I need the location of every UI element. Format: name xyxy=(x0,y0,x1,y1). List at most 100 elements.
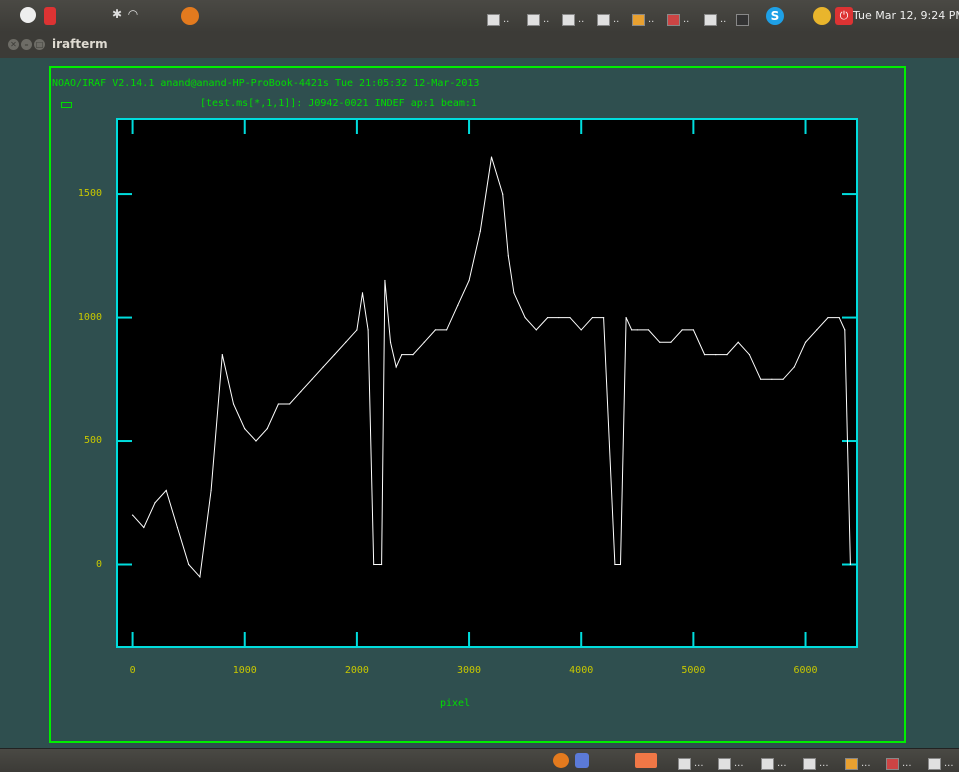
indicator-icon[interactable] xyxy=(44,7,56,25)
task-window-1[interactable]: ... xyxy=(718,753,744,770)
task-active[interactable] xyxy=(635,753,657,768)
spectrum-point xyxy=(373,563,375,566)
spectrum-point xyxy=(412,354,414,356)
spectrum-point xyxy=(380,563,383,566)
viewer-icon xyxy=(928,757,941,770)
window-icon xyxy=(527,13,540,26)
spectrum-point xyxy=(816,329,818,331)
power-icon[interactable]: ⏻ xyxy=(835,7,853,25)
spectrum-point xyxy=(535,329,537,331)
spectrum-point xyxy=(423,341,425,343)
spectrum-point xyxy=(401,354,403,356)
tray-terminal-2[interactable] xyxy=(736,9,749,26)
tray-terminal-1[interactable]: .. xyxy=(487,9,509,26)
minimize-button[interactable]: – xyxy=(21,39,32,50)
task-app[interactable] xyxy=(575,753,589,768)
spectrum-point xyxy=(737,341,739,343)
spectrum-point xyxy=(513,292,515,294)
x-tick-label: 2000 xyxy=(344,665,369,676)
spectrum-point xyxy=(457,304,459,306)
spectrum-point xyxy=(479,230,481,232)
spectrum-point xyxy=(726,354,728,356)
x-tick-label: 6000 xyxy=(793,665,818,676)
spectrum-point xyxy=(760,378,762,380)
spectrum-point xyxy=(782,378,784,380)
window-icon xyxy=(562,13,575,26)
spectrum-point xyxy=(659,341,661,343)
spectrum-point xyxy=(703,354,706,356)
spectrum-point xyxy=(131,514,134,516)
spectrum-point xyxy=(793,366,795,368)
window-icon xyxy=(803,757,816,770)
spectrum-point xyxy=(603,316,605,319)
bluetooth-icon[interactable]: ✱ xyxy=(111,7,123,21)
plot-area[interactable] xyxy=(116,118,858,648)
spectrum-point xyxy=(311,378,313,380)
task-files[interactable]: ... xyxy=(845,753,871,770)
spectrum-line-0 xyxy=(132,156,851,579)
task-terminal[interactable]: ... xyxy=(678,753,704,770)
tray-files[interactable]: .. xyxy=(632,9,654,26)
skype-icon[interactable]: S xyxy=(766,7,784,25)
spectrum-point xyxy=(804,341,807,343)
spectrum-point xyxy=(345,341,347,343)
viewer-icon xyxy=(704,13,717,26)
spectrum-point xyxy=(748,354,751,356)
spectrum-point xyxy=(395,366,397,368)
spectrum-point xyxy=(289,403,291,405)
plot-title: [test.ms[*,1,1]]: J0942-0021 INDEF ap:1 … xyxy=(200,98,477,109)
x-axis-label: pixel xyxy=(440,698,471,709)
spectrum-plot xyxy=(118,120,856,646)
close-button[interactable]: ✕ xyxy=(8,39,19,50)
firefox-icon[interactable] xyxy=(181,7,199,25)
chrome-icon[interactable] xyxy=(813,7,831,25)
window-icon xyxy=(718,757,731,770)
tray-viewer[interactable]: .. xyxy=(704,9,726,26)
tray-window-3[interactable]: .. xyxy=(597,9,619,26)
tray-window-1[interactable]: .. xyxy=(527,9,549,26)
spectrum-point xyxy=(844,329,846,331)
spectrum-point xyxy=(277,403,279,405)
spectrum-point xyxy=(384,279,386,282)
y-tick-label: 0 xyxy=(95,558,102,570)
spectrum-point xyxy=(468,279,470,282)
spectrum-point xyxy=(580,329,582,331)
iraf-header-line: NOAO/IRAF V2.14.1 anand@anand-HP-ProBook… xyxy=(52,78,480,89)
spectrum-point xyxy=(507,255,509,257)
spectrum-point xyxy=(715,354,717,356)
tray-app[interactable]: .. xyxy=(667,9,689,26)
task-viewer[interactable]: ... xyxy=(928,753,954,770)
spectrum-point xyxy=(176,526,179,529)
clock[interactable]: Tue Mar 12, 9:24 PM xyxy=(853,9,959,22)
task-firefox[interactable] xyxy=(553,753,569,768)
folder-icon xyxy=(845,757,858,770)
wifi-icon[interactable]: ◠ xyxy=(127,7,139,21)
spectrum-point xyxy=(591,316,594,319)
maximize-button[interactable]: □ xyxy=(34,39,45,50)
tray-window-2[interactable]: .. xyxy=(562,9,584,26)
spectrum-point xyxy=(569,316,571,319)
y-tick-label: 1000 xyxy=(77,311,102,323)
y-tick-label: 1500 xyxy=(77,188,102,200)
x-tick-label: 3000 xyxy=(457,665,482,676)
spectrum-point xyxy=(361,292,364,294)
settings-icon[interactable] xyxy=(20,7,36,23)
task-window-2[interactable]: ... xyxy=(761,753,787,770)
spectrum-point xyxy=(647,329,650,331)
spectrum-point xyxy=(546,316,549,319)
x-tick-label: 5000 xyxy=(681,665,706,676)
task-app-2[interactable]: ... xyxy=(886,753,912,770)
app-icon xyxy=(886,757,899,770)
y-tick-label: 500 xyxy=(83,435,102,447)
window-title-bar[interactable]: ✕ – □ irafterm xyxy=(0,32,959,58)
spectrum-point xyxy=(625,316,627,319)
task-window-3[interactable]: ... xyxy=(803,753,829,770)
spectrum-point xyxy=(199,576,201,578)
spectrum-point xyxy=(619,563,622,566)
spectrum-point xyxy=(502,193,504,195)
spectrum-point xyxy=(838,316,840,319)
spectrum-point xyxy=(446,329,448,331)
terminal-icon xyxy=(487,13,500,26)
spectrum-point xyxy=(266,428,268,430)
spectrum-point xyxy=(143,526,145,529)
